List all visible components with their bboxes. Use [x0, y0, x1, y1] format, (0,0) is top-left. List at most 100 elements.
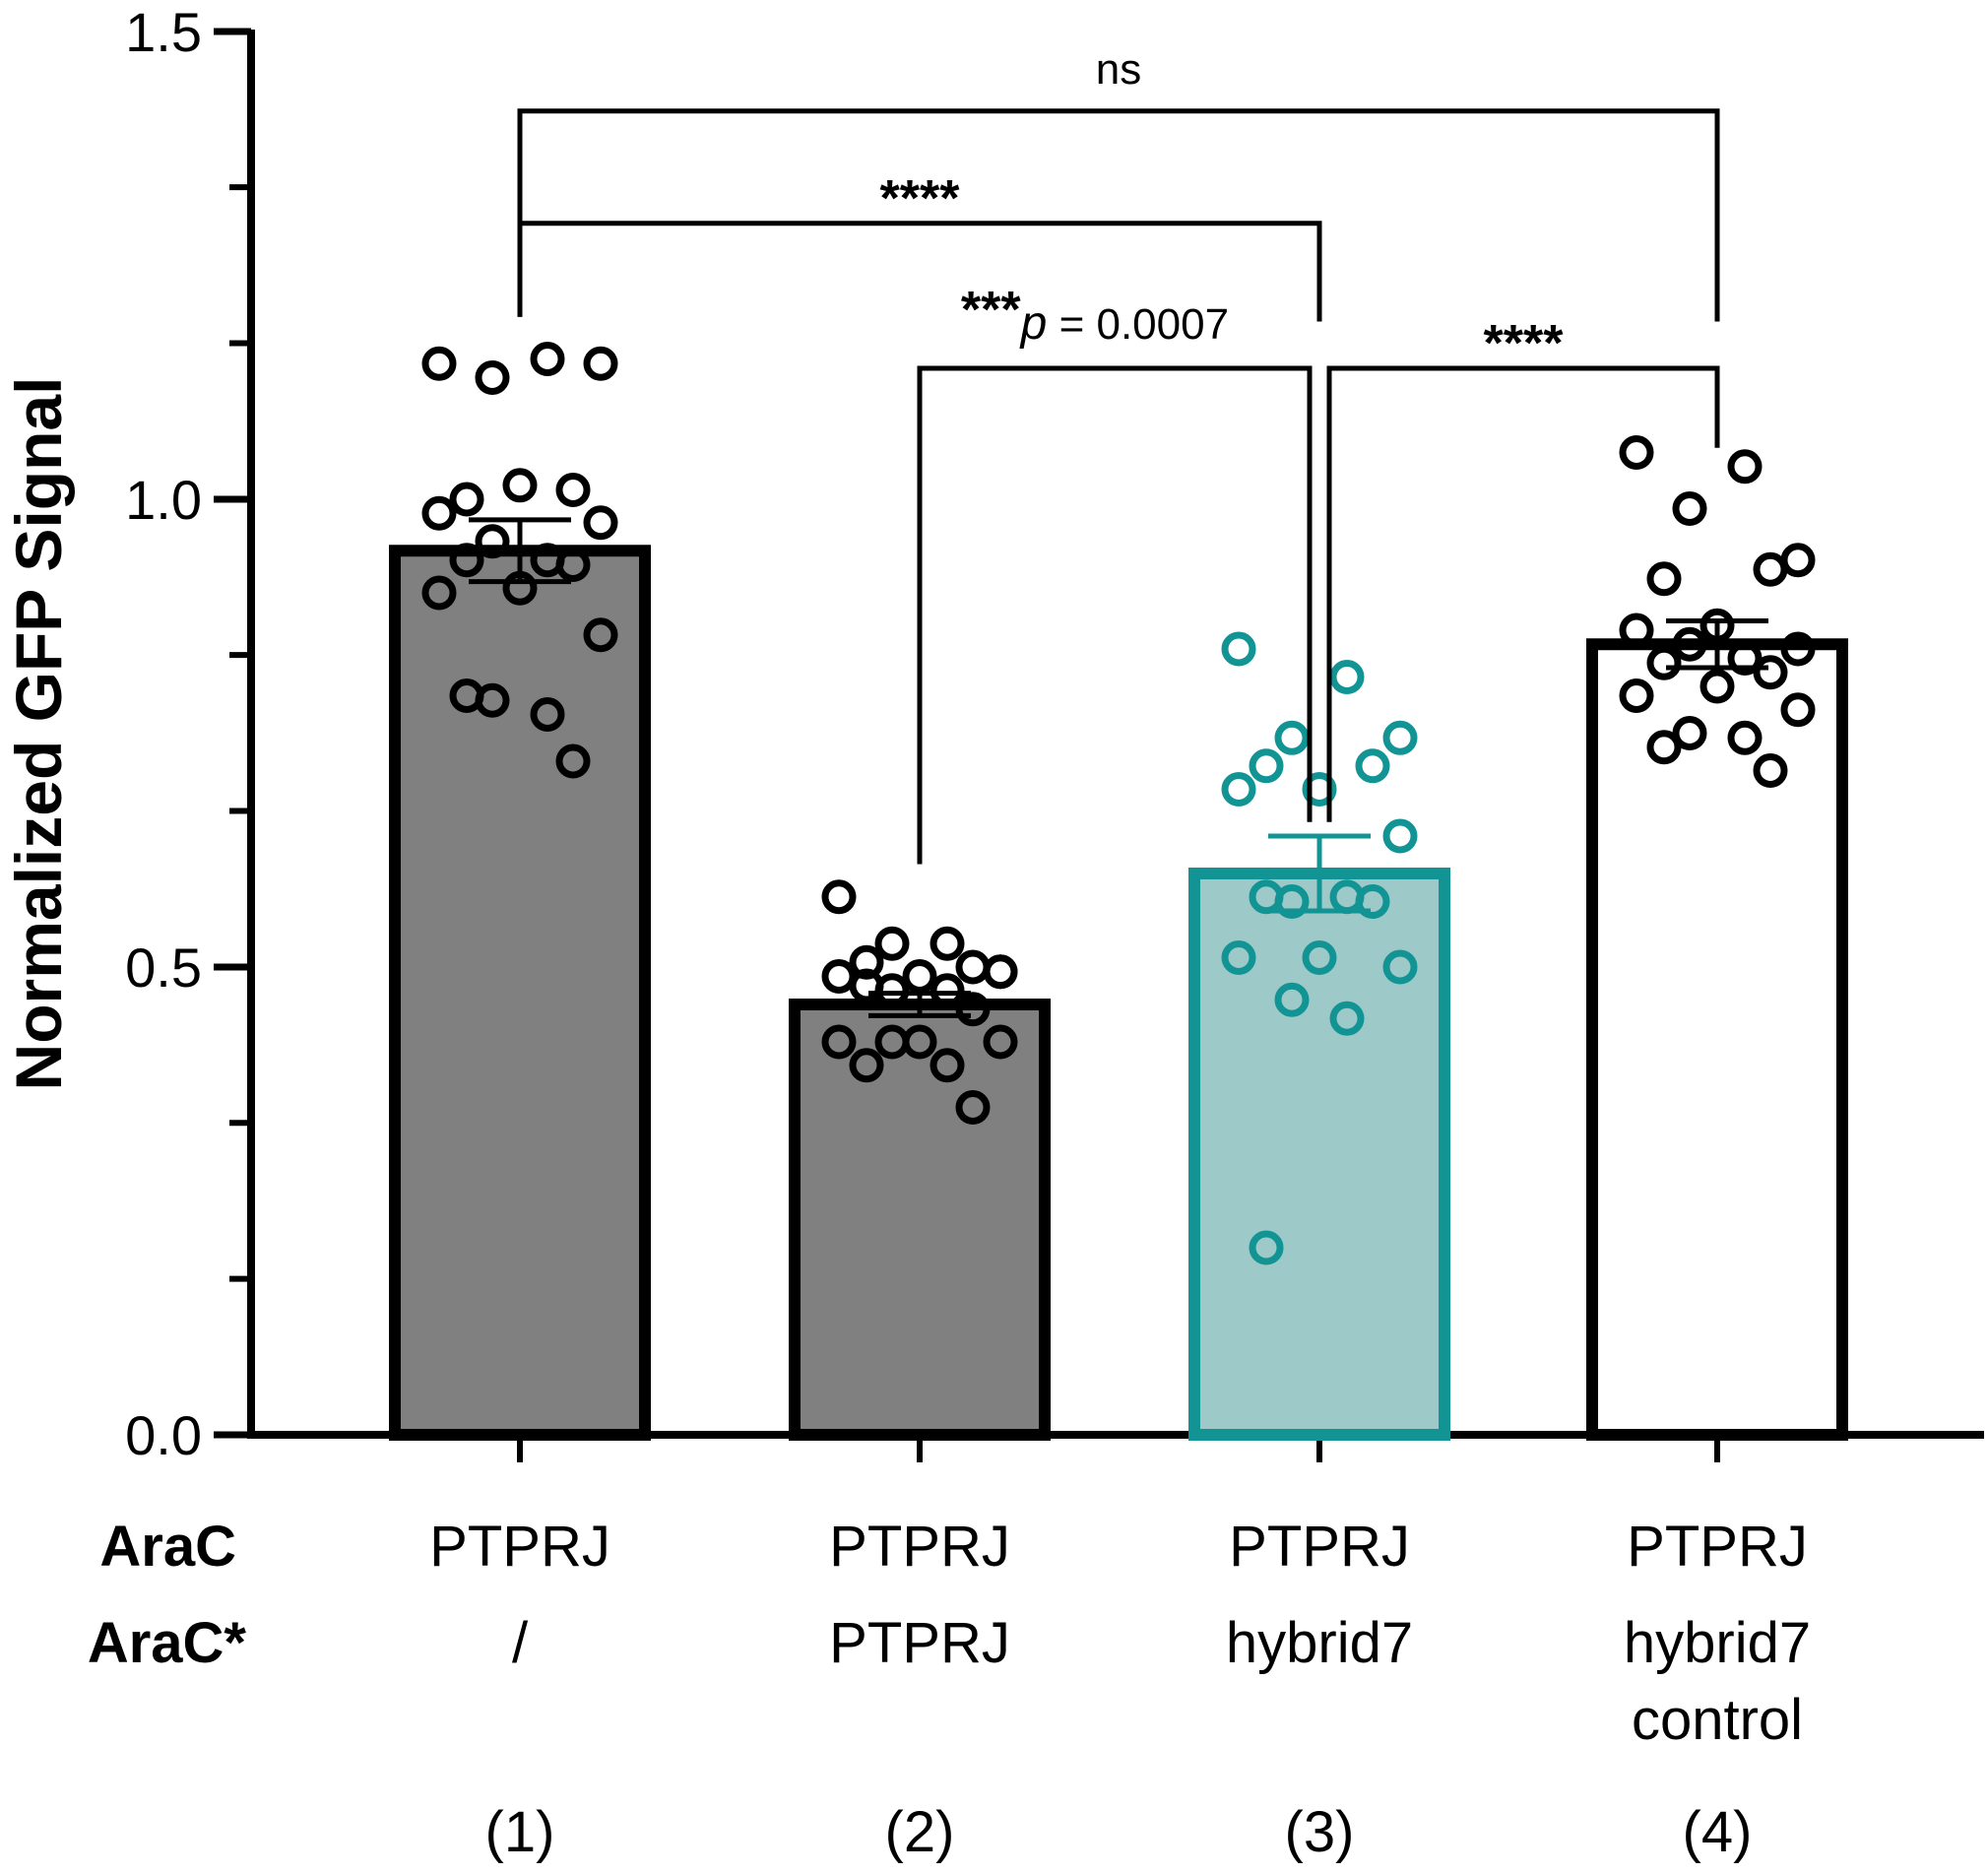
data-point: [955, 949, 991, 985]
data-point: [1274, 982, 1310, 1017]
y-tick-label: 1.5: [125, 1, 202, 63]
data-point: [849, 944, 884, 980]
data-point: [475, 360, 510, 395]
data-point: [449, 543, 484, 578]
data-point: [421, 346, 457, 381]
significance-label: ****: [880, 170, 961, 227]
data-point: [1329, 1001, 1365, 1036]
data-point: [874, 926, 910, 961]
bar: [1586, 638, 1848, 1441]
data-point: [1249, 1230, 1284, 1265]
data-point: [1753, 655, 1788, 690]
category-arac-label: PTPRJ: [1229, 1515, 1410, 1579]
y-tick-label: 0.0: [125, 1404, 202, 1466]
data-point: [1355, 884, 1390, 919]
data-point: [1329, 660, 1365, 694]
p-symbol: p: [1019, 297, 1048, 350]
row-label-arac: AraC: [99, 1515, 236, 1579]
data-point: [1753, 753, 1788, 788]
error-bars: [469, 517, 1768, 1018]
category-number-label: (3): [1285, 1800, 1355, 1864]
significance-label: ****: [1484, 315, 1565, 372]
category-arac-star-label: hybrid7: [1226, 1611, 1413, 1675]
data-point: [449, 679, 484, 713]
category-number-label: (1): [485, 1800, 555, 1864]
data-point: [1382, 818, 1418, 854]
data-point: [502, 468, 538, 503]
data-point: [1672, 716, 1707, 750]
significance-stars: ***: [961, 282, 1021, 339]
data-point: [421, 495, 457, 531]
data-point: [1619, 679, 1654, 713]
data-point: [1382, 949, 1418, 985]
data-point: [821, 1024, 857, 1060]
data-point: [983, 954, 1018, 990]
data-point: [1646, 730, 1682, 765]
data-point: [955, 992, 991, 1027]
category-arac-star-label: /: [512, 1611, 529, 1675]
data-point: [555, 743, 591, 779]
data-point: [1302, 940, 1337, 975]
data-point: [1672, 626, 1707, 662]
data-point: [1249, 748, 1284, 784]
row-label-arac-star: AraC*: [88, 1611, 247, 1675]
data-point: [1221, 631, 1256, 667]
data-point: [1780, 692, 1816, 728]
data-point: [475, 524, 510, 559]
significance-label: ***p = 0.0007: [961, 282, 1229, 350]
data-point: [1619, 613, 1654, 648]
category-labels: AraC AraC* PTPRJ / (1) PTPRJ PTPRJ (2) PTPRJ hybr…: [88, 1515, 1811, 1864]
data-point: [421, 575, 457, 611]
category-arac-label: PTPRJ: [429, 1515, 610, 1579]
data-point: [1249, 879, 1284, 915]
data-point: [1780, 543, 1816, 578]
category-arac-label: PTPRJ: [1627, 1515, 1808, 1579]
data-point: [530, 342, 565, 376]
significance-bracket: [517, 108, 1720, 322]
data-point: [930, 926, 965, 961]
data-point: [1646, 561, 1682, 597]
data-point: [1221, 940, 1256, 975]
data-point: [1727, 449, 1763, 485]
category-arac-label: PTPRJ: [829, 1515, 1010, 1579]
data-point: [1727, 720, 1763, 755]
p-value: = 0.0007: [1047, 300, 1229, 349]
data-point: [555, 473, 591, 507]
data-point: [583, 346, 618, 381]
data-point: [1646, 645, 1682, 680]
data-point: [555, 548, 591, 582]
bar: [1188, 868, 1450, 1441]
data-point: [821, 879, 857, 915]
data-point: [583, 505, 618, 541]
significance-bracket: [517, 221, 1322, 322]
data-point: [930, 1048, 965, 1083]
data-point: [1727, 641, 1763, 676]
category-arac-star-label: PTPRJ: [829, 1611, 1010, 1675]
category-arac-star-label: hybrid7: [1624, 1611, 1811, 1675]
data-point: [902, 959, 937, 994]
data-point: [983, 1024, 1018, 1060]
bar: [389, 545, 651, 1441]
data-point: [849, 1048, 884, 1083]
data-point: [930, 973, 965, 1008]
data-point: [1699, 669, 1735, 704]
data-point: [1274, 720, 1310, 755]
data-point: [1672, 491, 1707, 526]
data-point: [874, 1024, 910, 1060]
category-number-label: (2): [885, 1800, 955, 1864]
category-number-label: (4): [1683, 1800, 1753, 1864]
data-point: [1221, 772, 1256, 807]
significance-label: ns: [1096, 45, 1141, 94]
significance-bracket: [917, 365, 1313, 865]
y-tick-label: 1.0: [125, 469, 202, 531]
data-point: [1382, 720, 1418, 755]
y-axis-title: Normalized GFP Signal: [2, 377, 75, 1091]
data-point: [1753, 551, 1788, 587]
data-point: [1302, 772, 1337, 807]
y-tick-label: 0.5: [125, 937, 202, 999]
data-point: [1355, 748, 1390, 784]
data-point: [955, 1090, 991, 1125]
bar: [789, 999, 1051, 1441]
category-arac-star-label: control: [1632, 1688, 1803, 1752]
